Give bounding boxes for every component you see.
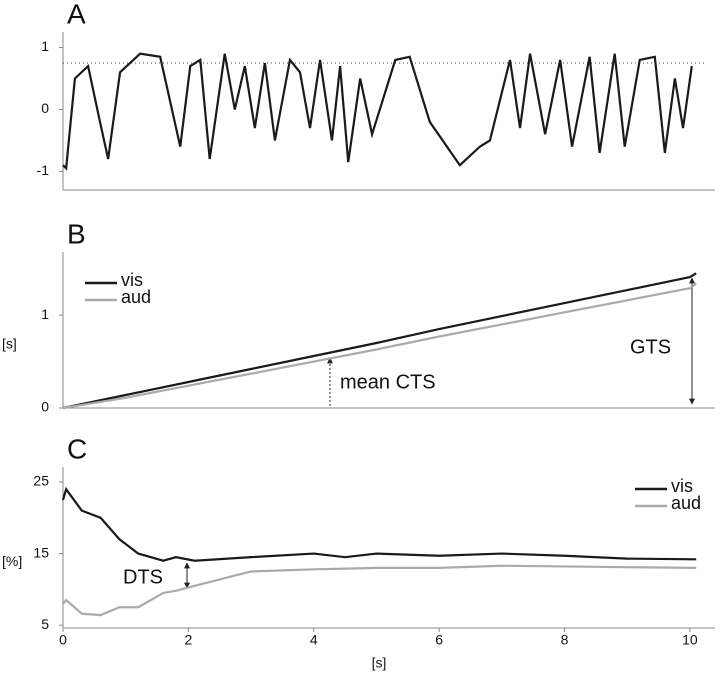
y-tick-label: 5 [41, 616, 49, 632]
panel-label: C [67, 433, 87, 464]
y-tick-label: 1 [41, 306, 49, 322]
annotation: mean CTS [340, 371, 436, 393]
x-tick-label: 8 [561, 632, 569, 648]
y-tick-label: 0 [41, 399, 49, 415]
line [61, 486, 697, 562]
line [62, 52, 693, 171]
legend-label: vis [121, 270, 143, 290]
legend-label: aud [671, 493, 701, 513]
x-tick-label: 0 [59, 632, 67, 648]
y-axis-label: [s] [2, 336, 17, 352]
x-axis-label: [s] [372, 655, 387, 671]
x-tick-label: 10 [682, 632, 698, 648]
x-tick-label: 6 [435, 632, 443, 648]
y-tick-label: 0 [41, 100, 49, 116]
x-tick-label: 4 [310, 632, 318, 648]
annotation: GTS [630, 336, 671, 358]
line [62, 272, 697, 410]
legend-label: aud [121, 287, 151, 307]
y-tick-label: 1 [41, 38, 49, 54]
line [62, 282, 697, 410]
x-tick-label: 2 [184, 632, 192, 648]
annotation: DTS [123, 566, 163, 588]
y-tick-label: 25 [33, 473, 49, 489]
y-tick-label: -1 [37, 162, 50, 178]
panel-label: B [67, 218, 86, 249]
panel-label: A [67, 0, 86, 29]
y-tick-label: 15 [33, 544, 49, 560]
line [62, 564, 697, 617]
y-axis-label: [%] [2, 553, 22, 569]
legend-label: vis [671, 476, 693, 496]
